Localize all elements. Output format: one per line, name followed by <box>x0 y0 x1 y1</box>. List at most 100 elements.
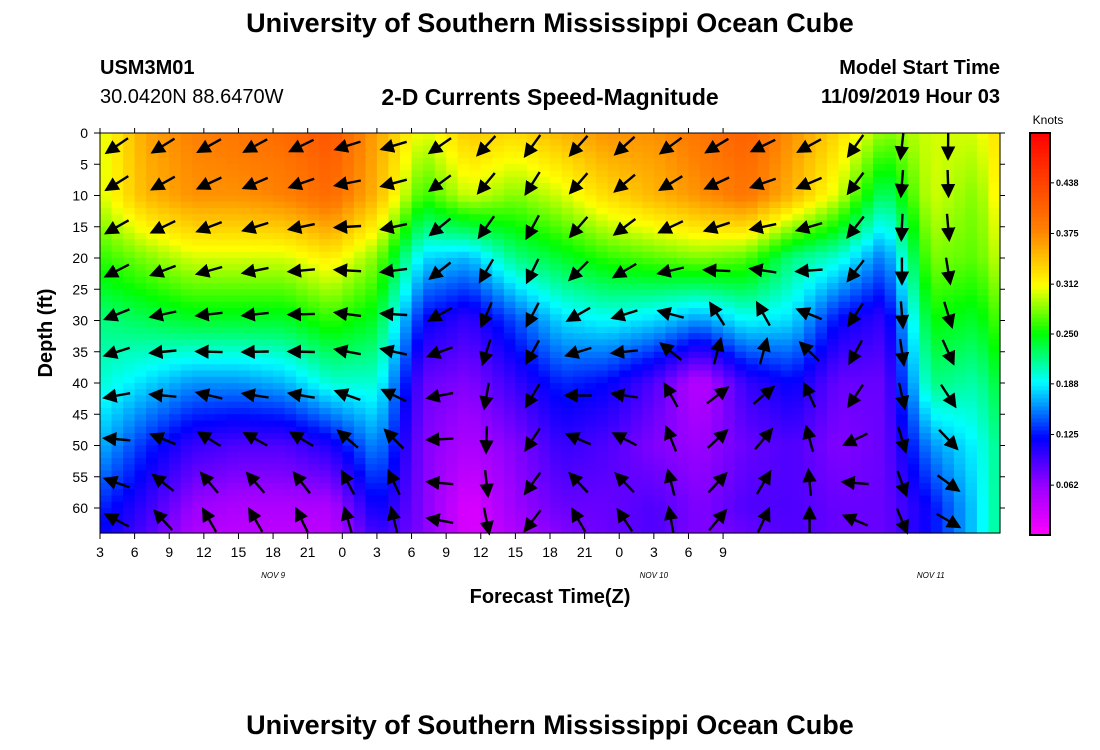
heatmap-cell <box>884 170 897 178</box>
heatmap-cell <box>284 151 297 159</box>
heatmap-cell <box>111 458 124 465</box>
heatmap-cell <box>584 389 597 397</box>
heatmap-cell <box>296 351 309 359</box>
heatmap-cell <box>873 233 886 240</box>
heatmap-cell <box>480 383 493 390</box>
heatmap-cell <box>215 451 228 459</box>
heatmap-cell <box>861 408 874 415</box>
heatmap-cell <box>596 195 609 203</box>
heatmap-cell <box>965 145 978 153</box>
heatmap-cell <box>203 301 216 309</box>
heatmap-cell <box>492 495 505 503</box>
heatmap-cell <box>446 439 459 447</box>
heatmap-cell <box>469 289 482 297</box>
heatmap-cell <box>630 245 643 253</box>
heatmap-cell <box>365 189 378 197</box>
heatmap-cell <box>284 470 297 478</box>
heatmap-cell <box>746 376 759 384</box>
heatmap-cell <box>215 270 228 278</box>
heatmap-cell <box>388 408 401 415</box>
heatmap-cell <box>423 158 436 165</box>
heatmap-cell <box>273 201 286 209</box>
heatmap-cell <box>192 383 205 390</box>
heatmap-cell <box>930 408 943 415</box>
heatmap-cell <box>284 489 297 497</box>
heatmap-cell <box>965 158 978 165</box>
heatmap-cell <box>838 370 851 378</box>
heatmap-cell <box>700 220 713 228</box>
heatmap-cell <box>146 414 159 422</box>
heatmap-cell <box>342 195 355 203</box>
heatmap-cell <box>307 464 320 472</box>
heatmap-cell <box>157 364 170 372</box>
heatmap-cell <box>653 158 666 165</box>
heatmap-cell <box>503 195 516 203</box>
heatmap-cell <box>780 358 793 365</box>
heatmap-cell <box>838 308 851 315</box>
heatmap-cell <box>653 170 666 178</box>
heatmap-cell <box>146 520 159 528</box>
heatmap-cell <box>700 258 713 265</box>
heatmap-cell <box>803 245 816 253</box>
heatmap-cell <box>342 170 355 178</box>
heatmap-cell <box>134 333 147 340</box>
heatmap-cell <box>803 451 816 459</box>
heatmap-cell <box>123 508 136 515</box>
heatmap-cell <box>561 420 574 428</box>
heatmap-cell <box>792 370 805 378</box>
heatmap-cell <box>653 214 666 222</box>
heatmap-cell <box>457 183 470 190</box>
heatmap-cell <box>930 139 943 147</box>
heatmap-cell <box>688 295 701 303</box>
heatmap-cell <box>700 339 713 347</box>
heatmap-cell <box>965 176 978 184</box>
heatmap-cell <box>273 370 286 378</box>
heatmap-cell <box>238 326 251 334</box>
heatmap-cell <box>273 489 286 497</box>
heatmap-cell <box>480 208 493 215</box>
heatmap-cell <box>630 301 643 309</box>
heatmap-cell <box>723 320 736 328</box>
heatmap-cell <box>169 195 182 203</box>
heatmap-cell <box>203 495 216 503</box>
heatmap-cell <box>780 139 793 147</box>
heatmap-cell <box>561 226 574 234</box>
heatmap-cell <box>988 176 1001 184</box>
heatmap-cell <box>123 414 136 422</box>
heatmap-cell <box>550 401 563 409</box>
heatmap-cell <box>307 251 320 259</box>
heatmap-cell <box>238 245 251 253</box>
heatmap-cell <box>100 401 113 409</box>
heatmap-cell <box>319 408 332 415</box>
heatmap-cell <box>238 133 251 140</box>
heatmap-cell <box>515 445 528 453</box>
heatmap-cell <box>965 401 978 409</box>
heatmap-cell <box>434 383 447 390</box>
heatmap-cell <box>469 376 482 384</box>
heatmap-cell <box>676 258 690 265</box>
heatmap-cell <box>365 420 378 428</box>
heatmap-cell <box>919 301 932 309</box>
heatmap-cell <box>273 214 286 222</box>
heatmap-cell <box>688 451 701 459</box>
heatmap-cell <box>550 345 563 353</box>
heatmap-cell <box>180 345 193 353</box>
heatmap-cell <box>815 445 828 453</box>
heatmap-cell <box>907 495 920 503</box>
heatmap-cell <box>976 358 990 365</box>
heatmap-cell <box>296 314 309 322</box>
heatmap-cell <box>919 464 932 472</box>
heatmap-cell <box>965 264 978 272</box>
heatmap-cell <box>515 151 528 159</box>
heatmap-cell <box>953 414 966 422</box>
heatmap-cell <box>273 364 286 372</box>
heatmap-cell <box>342 239 355 247</box>
heatmap-cell <box>538 176 551 184</box>
heatmap-cell <box>907 164 920 172</box>
heatmap-cell <box>653 470 666 478</box>
heatmap-cell <box>192 201 205 209</box>
heatmap-cell <box>861 401 874 409</box>
heatmap-cell <box>619 333 632 340</box>
heatmap-cell <box>838 458 851 465</box>
heatmap-cell <box>180 395 193 403</box>
